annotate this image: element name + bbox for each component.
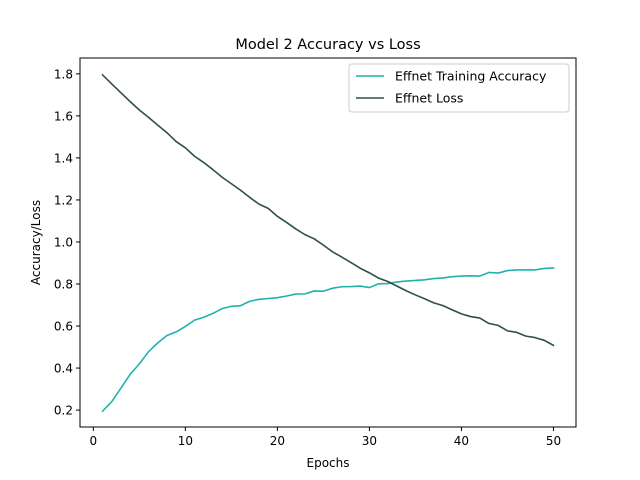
y-tick-label: 0.8 (54, 278, 73, 292)
y-tick-label: 1.4 (54, 151, 73, 165)
x-axis-label: Epochs (307, 456, 350, 470)
series-line-loss (101, 73, 555, 347)
y-tick-label: 1.0 (54, 235, 73, 249)
x-tick-label: 0 (90, 434, 98, 448)
x-axis: 0 10 20 30 40 50 (90, 427, 561, 448)
y-axis-label: Accuracy/Loss (29, 200, 43, 285)
x-tick-label: 20 (270, 434, 285, 448)
y-tick-label: 1.6 (54, 109, 73, 123)
legend-label: Effnet Loss (395, 91, 463, 106)
series-group (101, 73, 555, 413)
x-tick-label: 10 (178, 434, 193, 448)
series-line-training-accuracy (101, 266, 555, 413)
plot-frame (79, 57, 577, 428)
y-tick-label: 1.8 (54, 67, 73, 81)
legend-box (348, 63, 570, 113)
y-tick-label: 0.4 (54, 362, 73, 376)
y-tick-label: 0.6 (54, 320, 73, 334)
legend-label: Effnet Training Accuracy (395, 69, 547, 84)
chart-title: Model 2 Accuracy vs Loss (235, 37, 420, 53)
y-tick-label: 0.2 (54, 404, 73, 418)
y-axis: 0.2 0.4 0.6 0.8 1.0 1.2 1.4 1.6 1.8 (54, 67, 80, 418)
x-tick-label: 30 (362, 434, 377, 448)
y-tick-label: 1.2 (54, 193, 73, 207)
x-tick-label: 40 (454, 434, 469, 448)
legend: Effnet Training Accuracy Effnet Loss (348, 63, 570, 113)
x-tick-label: 50 (546, 434, 561, 448)
